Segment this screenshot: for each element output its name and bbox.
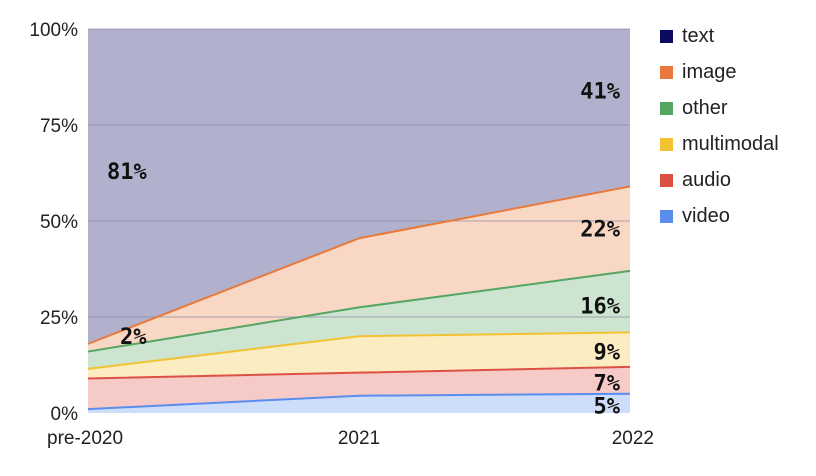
legend-swatch: [660, 65, 673, 79]
legend-item-multimodal: multimodal: [660, 126, 779, 162]
y-tick-label: 50%: [40, 212, 78, 233]
x-axis: pre-2020 2021 2022: [47, 428, 654, 449]
legend-item-image: image: [660, 54, 779, 90]
legend-swatch: [660, 29, 673, 43]
line-video: [87, 392, 631, 411]
series-lines: [87, 185, 631, 411]
legend-item-text: text: [660, 18, 779, 54]
legend-item-video: video: [660, 198, 779, 234]
gridlines: [88, 28, 630, 318]
area-other: [88, 270, 630, 369]
data-label: 81%: [107, 160, 147, 185]
x-tick-label: 2022: [612, 428, 654, 449]
data-label: 7%: [594, 371, 621, 396]
legend-item-audio: audio: [660, 162, 779, 198]
legend-swatch: [660, 101, 673, 115]
data-label: 16%: [580, 294, 620, 319]
legend-swatch: [660, 137, 673, 151]
legend: text image other multimodal audio video: [660, 18, 779, 234]
line-audio: [87, 365, 631, 380]
legend-swatch: [660, 173, 673, 187]
line-other: [87, 269, 631, 353]
area-layer: [88, 29, 630, 413]
y-tick-label: 25%: [40, 308, 78, 329]
x-tick-label: 2021: [338, 428, 380, 449]
data-labels: 81% 2% 41% 22% 16% 9% 7%5%: [107, 79, 621, 419]
legend-label: video: [682, 204, 730, 227]
area-audio: [88, 366, 630, 410]
legend-label: multimodal: [682, 132, 779, 155]
legend-item-other: other: [660, 90, 779, 126]
legend-swatch: [660, 209, 673, 223]
legend-label: other: [682, 96, 728, 119]
legend-label: image: [682, 60, 737, 83]
data-label: 22%: [580, 218, 620, 243]
y-tick-label: 75%: [40, 116, 78, 137]
y-axis: 0% 25% 50% 75% 100%: [29, 20, 78, 425]
legend-label: text: [682, 24, 715, 47]
area-image: [88, 186, 630, 352]
data-label: 2%: [120, 325, 147, 350]
y-tick-label: 0%: [51, 404, 79, 425]
data-label: 9%: [594, 341, 621, 366]
line-image: [87, 185, 631, 345]
x-tick-label: pre-2020: [47, 428, 123, 449]
area-text: [88, 29, 630, 344]
y-tick-label: 100%: [29, 20, 78, 41]
area-multimodal: [88, 332, 630, 379]
area-video: [88, 393, 630, 413]
data-label: 41%: [580, 79, 620, 104]
data-label: 5%: [594, 394, 621, 419]
line-multimodal: [87, 331, 631, 370]
legend-label: audio: [682, 168, 731, 191]
